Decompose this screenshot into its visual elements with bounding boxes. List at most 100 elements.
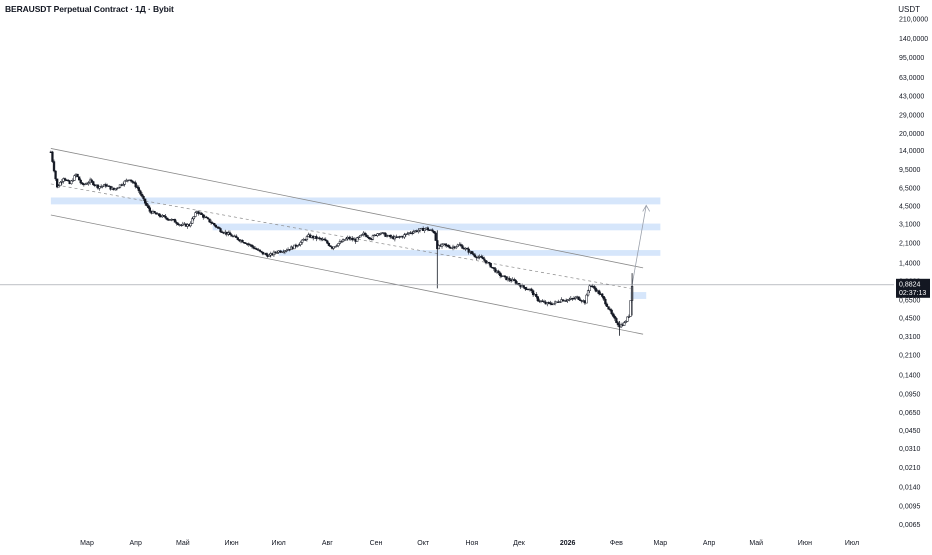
candle-body	[282, 251, 285, 253]
candle-body	[115, 188, 118, 190]
candle-body	[418, 228, 422, 231]
candle-body	[220, 231, 224, 233]
candle-body	[327, 242, 331, 246]
candle-body	[536, 296, 539, 301]
candle-body	[213, 223, 216, 226]
y-tick-label: 2,1000	[899, 241, 921, 248]
x-tick-label: Авг	[322, 540, 333, 547]
candle-body	[202, 214, 205, 218]
candle-body	[585, 294, 588, 304]
candle-body	[371, 235, 375, 240]
resistance-zone-2[interactable]	[212, 223, 661, 231]
candle-body	[147, 205, 150, 208]
x-tick-label: 2026	[560, 540, 576, 547]
candle-body	[131, 180, 134, 183]
candle-body	[360, 234, 364, 236]
x-tick-label: Мар	[654, 540, 668, 547]
candle-body	[447, 245, 450, 248]
channel-upper-line[interactable]	[50, 148, 644, 269]
candle-body	[522, 285, 525, 288]
candle-body	[489, 262, 492, 268]
channel-mid-dashed-line[interactable]	[50, 183, 631, 289]
candle-body	[258, 249, 261, 252]
channel-lower-line[interactable]	[50, 214, 644, 335]
channel-lines	[50, 148, 651, 335]
candle-body	[192, 216, 195, 219]
candle-body	[92, 181, 95, 186]
y-tick-label: 43,0000	[899, 93, 924, 100]
candle-body	[456, 244, 459, 247]
candle-body	[194, 212, 197, 217]
candle-body	[568, 299, 571, 301]
y-tick-label: 0,0450	[899, 428, 921, 435]
y-tick-label: 0,0950	[899, 391, 921, 398]
resistance-zone-4[interactable]	[630, 292, 647, 299]
last-price-value: 0,8824	[899, 281, 921, 288]
candle-body	[487, 262, 491, 264]
candle-body	[334, 246, 337, 248]
candle-body	[484, 260, 488, 264]
x-axis[interactable]: Мар Апр Май Июн Июл Авг Сен Окт Ноя Дек 2026 Фев Мар…	[80, 539, 859, 547]
candle-body	[153, 211, 156, 214]
last-price-badge[interactable]	[896, 278, 930, 298]
projection-arrow-line[interactable]	[631, 205, 647, 285]
candle-body	[158, 213, 161, 217]
candle-body	[142, 196, 145, 200]
y-axis[interactable]: 210,0000 140,0000 95,0000 63,0000 43,0000 29,…	[896, 16, 930, 529]
candle-body	[602, 296, 605, 300]
candle-body	[389, 235, 392, 238]
candles	[49, 150, 634, 336]
y-tick-label: 9,5000	[899, 167, 921, 174]
candle-body	[145, 202, 148, 206]
candle-body	[552, 303, 555, 305]
x-tick-label: Мар	[80, 540, 94, 547]
candle-body	[209, 221, 213, 224]
candle-body	[459, 244, 463, 246]
candle-body	[605, 303, 609, 307]
candle-body	[143, 198, 147, 204]
x-tick-label: Сен	[370, 540, 383, 547]
candle-body	[524, 287, 527, 290]
y-tick-label: 63,0000	[899, 75, 924, 82]
candle-body	[219, 228, 222, 233]
candle-body	[597, 290, 601, 295]
candle-body	[579, 299, 582, 301]
y-tick-label: 0,0310	[899, 446, 921, 453]
candle-body	[197, 211, 200, 214]
candle-body	[406, 233, 409, 235]
candle-body	[444, 243, 447, 246]
candle-body	[480, 256, 483, 258]
candle-body	[272, 251, 276, 256]
y-tick-label: 0,0650	[899, 410, 921, 417]
candle-body	[54, 170, 57, 180]
candle-body	[205, 216, 208, 219]
candle-body	[626, 316, 629, 322]
y-tick-label: 0,0095	[899, 504, 921, 511]
candle-body	[513, 279, 516, 281]
resistance-zone-3[interactable]	[278, 250, 661, 256]
x-tick-label: Ноя	[465, 540, 478, 547]
candle-body	[616, 322, 620, 326]
candle-body	[85, 183, 89, 185]
candle-body	[66, 179, 70, 182]
candle-body	[268, 254, 271, 257]
candle-body	[535, 294, 538, 297]
candle-body	[275, 252, 279, 254]
candle-body	[593, 286, 596, 289]
x-tick-label: Июл	[272, 540, 286, 547]
candle-body	[56, 178, 59, 188]
candle-body	[59, 182, 62, 187]
candle-body	[607, 306, 610, 310]
resistance-zone-1[interactable]	[50, 197, 661, 205]
candle-body	[498, 272, 502, 276]
candle-body	[610, 309, 613, 315]
candle-body	[217, 227, 221, 229]
x-tick-label: Июн	[224, 540, 238, 547]
candle-body	[244, 242, 247, 244]
candle-body	[293, 244, 296, 250]
x-tick-label: Апр	[703, 540, 715, 547]
candle-body	[176, 223, 180, 225]
candle-body	[299, 242, 302, 245]
